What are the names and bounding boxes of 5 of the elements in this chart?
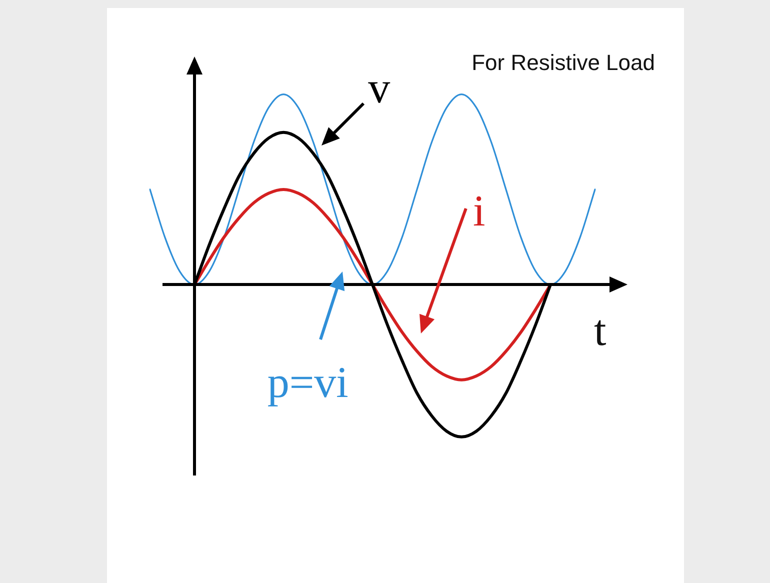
chart-title: For Resistive Load xyxy=(472,50,655,76)
series-label: v xyxy=(368,63,390,112)
legend-label: p=vi xyxy=(267,358,348,408)
x-axis-title: t xyxy=(594,305,606,356)
series-label: i xyxy=(473,186,486,236)
